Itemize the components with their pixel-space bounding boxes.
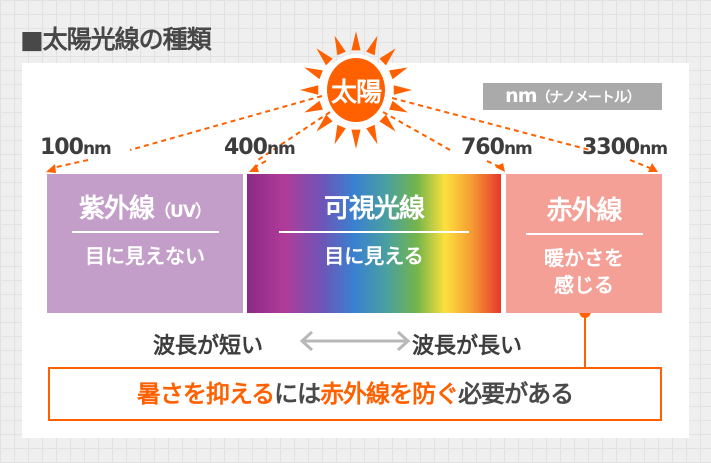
msg-text: 必要がある: [458, 380, 574, 408]
pointer-760nm: [382, 111, 451, 151]
band-suffix: （UV）: [154, 202, 212, 222]
band-title: 赤外線: [546, 196, 622, 226]
sun-icon: [300, 31, 412, 149]
band-ultraviolet: 紫外線（UV） 目に見えない: [47, 174, 243, 313]
band-desc-line: 感じる: [554, 273, 614, 297]
wavelength-100: 100nm: [40, 135, 112, 160]
sun-ray: [366, 124, 378, 145]
sun-ray: [304, 67, 323, 80]
sun-ray: [300, 85, 319, 95]
band-title: 紫外線（UV）: [47, 188, 243, 225]
wl-value: 100: [40, 135, 84, 160]
divider: [525, 233, 643, 235]
wl-value: 400: [224, 135, 268, 160]
sun-ray: [334, 124, 346, 145]
wl-unit: nm: [266, 139, 296, 159]
conclusion-box: 暑さを抑えるには赤外線を防ぐ必要がある: [48, 367, 662, 421]
wl-unit: nm: [503, 139, 533, 159]
band-infrared: 赤外線 暖かさを 感じる: [506, 174, 662, 313]
sun-ray: [351, 129, 361, 149]
sun-label: 太陽: [330, 78, 382, 108]
msg-text: には: [274, 380, 321, 408]
pointer-400nm: [254, 111, 331, 163]
unit-main: nm: [505, 85, 537, 107]
msg-highlight: 赤外線を防ぐ: [320, 380, 459, 408]
wavelength-400: 400nm: [224, 135, 296, 160]
sun-ray: [304, 100, 323, 113]
page-title: ■太陽光線の種類: [20, 25, 212, 54]
sun-ray: [379, 114, 396, 132]
sun-ray: [366, 35, 378, 56]
divider: [71, 231, 219, 233]
sun-ray: [316, 114, 333, 132]
band-visible: 可視光線 目に見える: [247, 174, 501, 313]
pointer-3300nm: [391, 97, 591, 151]
band-title: 可視光線: [323, 194, 425, 224]
band-desc: 目に見えない: [85, 244, 205, 268]
short-wavelength-label: 波長が短い: [153, 334, 264, 359]
sun-ray: [334, 35, 346, 56]
band-desc: 目に見える: [324, 244, 424, 268]
double-arrow-icon: [299, 330, 411, 352]
sun-ray: [389, 100, 408, 113]
wl-value: 3300: [582, 135, 640, 160]
wavelength-3300: 3300nm: [582, 135, 668, 160]
long-wavelength-label: 波長が長い: [412, 334, 523, 359]
sun-ray: [351, 31, 361, 51]
unit-badge: nm（ナノメートル）: [483, 83, 662, 110]
pointer-100nm: [129, 95, 323, 151]
unit-note: （ナノメートル）: [536, 90, 641, 106]
band-name: 紫外線: [79, 194, 155, 224]
msg-highlight: 暑さを抑える: [136, 380, 275, 408]
band-desc-line: 暖かさを: [544, 246, 624, 270]
wl-unit: nm: [82, 139, 112, 159]
sun-ray: [379, 48, 396, 66]
divider: [278, 231, 470, 233]
wl-value: 760: [461, 135, 505, 160]
wavelength-760: 760nm: [461, 135, 533, 160]
sun-ray: [316, 48, 333, 66]
sun-ray: [393, 85, 412, 95]
wl-unit: nm: [639, 139, 668, 159]
sun-ray: [389, 67, 408, 80]
